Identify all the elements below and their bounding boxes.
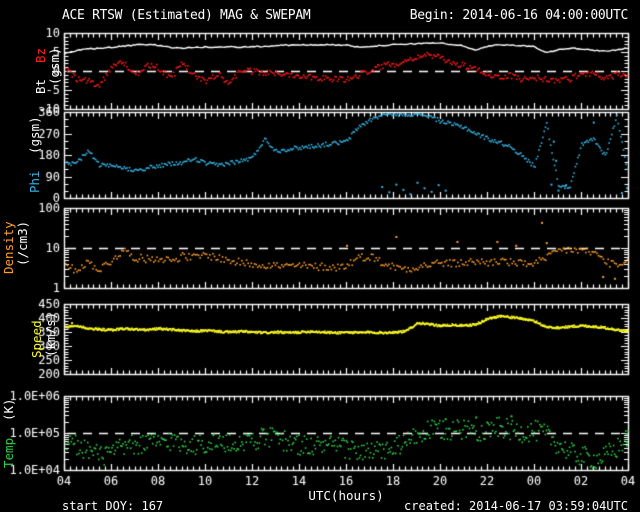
page-title: ACE RTSW (Estimated) MAG & SWEPAM bbox=[62, 8, 311, 23]
ylabel-part-bz: Bz bbox=[33, 47, 48, 63]
y-axis-label-density: Density (/cm3) bbox=[1, 208, 30, 288]
y-axis-label-temp: Temp (K) bbox=[1, 396, 20, 470]
ylabel-part-k: (K) bbox=[1, 398, 16, 421]
ylabel-part-bt: Bt bbox=[33, 79, 48, 95]
y-axis-label-speed: Speed (km/s) bbox=[29, 304, 58, 374]
ylabel-part-speed: Speed bbox=[29, 320, 44, 358]
ylabel-part-gsm: (gsm) bbox=[47, 47, 62, 86]
ylabel-part-cm3: (/cm3) bbox=[15, 220, 30, 267]
ylabel-part-phi: Phi bbox=[27, 170, 42, 194]
y-axis-label-phi: Phi (gsm) bbox=[27, 112, 46, 198]
start-doy-label: start DOY: 167 bbox=[62, 499, 164, 512]
ylabel-part-density: Density bbox=[1, 221, 16, 275]
x-axis-label: UTC(hours) bbox=[308, 488, 384, 503]
y-axis-label-bt-bz: Bt Bz (gsm) bbox=[33, 33, 62, 109]
ylabel-part-temp: Temp bbox=[1, 437, 16, 468]
ylabel-part-kms: (km/s) bbox=[43, 311, 58, 358]
created-timestamp: created: 2014-06-17 03:59:04UTC bbox=[404, 499, 628, 512]
begin-timestamp: Begin: 2014-06-16 04:00:00UTC bbox=[409, 8, 629, 23]
ylabel-part-gsm: (gsm) bbox=[27, 116, 42, 155]
